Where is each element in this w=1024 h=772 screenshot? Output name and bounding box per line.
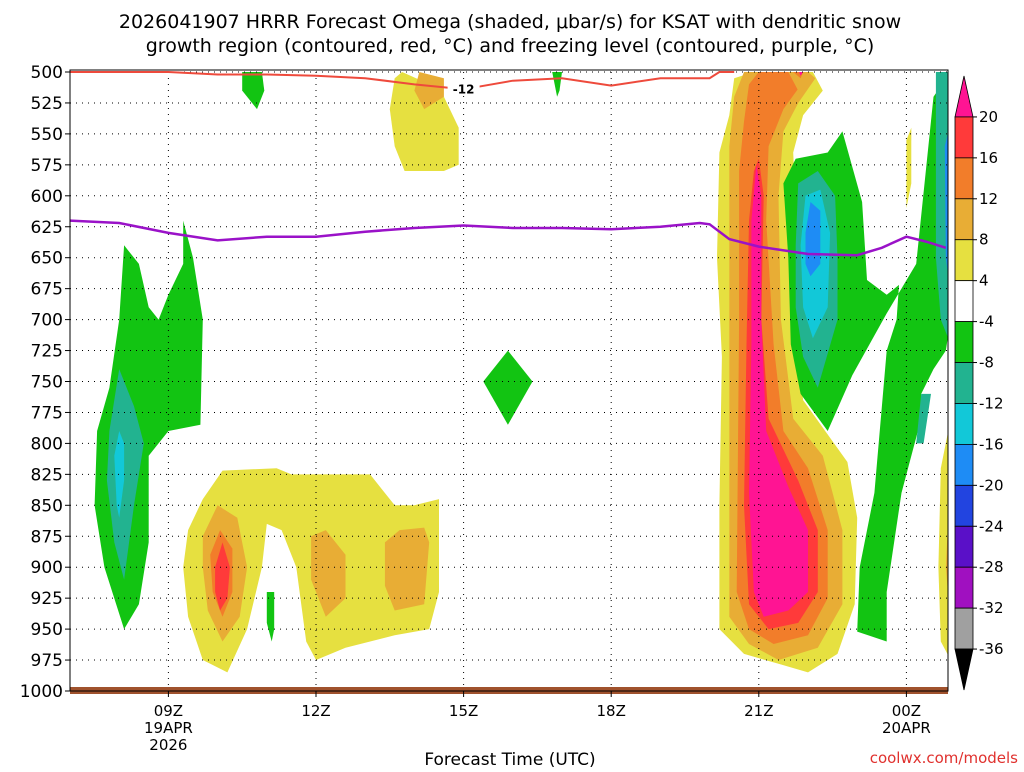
y-tick-label: 1000 (20, 682, 63, 702)
colorbar-swatch (954, 321, 974, 363)
y-tick-label: 725 (31, 342, 63, 362)
colorbar-label: 12 (979, 190, 998, 208)
colorbar-label: -4 (979, 313, 994, 331)
x-tick-year: 2026 (149, 736, 187, 754)
colorbar-label: -28 (979, 558, 1004, 576)
omega-region-7 (483, 350, 533, 425)
colorbar-label: -20 (979, 476, 1004, 494)
omega-region-33 (945, 522, 948, 593)
colorbar-swatch (954, 607, 974, 650)
omega-region-30 (948, 171, 951, 295)
y-tick-label: 625 (31, 218, 63, 238)
omega-region-6 (114, 431, 125, 518)
colorbar-label: -8 (979, 354, 994, 372)
colorbar-label: -24 (979, 517, 1004, 535)
omega-region-29 (944, 132, 948, 275)
y-tick-label: 975 (31, 651, 63, 671)
colorbar-swatch (954, 525, 974, 568)
y-tick-label: 775 (31, 403, 63, 423)
x-axis-label: Forecast Time (UTC) (424, 750, 595, 768)
y-tick-label: 700 (31, 311, 63, 331)
x-tick-label: 18Z (597, 702, 626, 720)
y-tick-label: 550 (31, 125, 63, 145)
colorbar-swatch (954, 403, 974, 445)
omega-shading (94, 72, 951, 673)
y-tick-label: 675 (31, 280, 63, 300)
y-axis: 500 525 550 575 600 625 650 675 700 725 750 775 800 8… (20, 63, 70, 702)
x-tick-date: 20APR (882, 719, 931, 737)
omega-region-2 (242, 72, 265, 110)
x-tick-label: 15Z (449, 702, 478, 720)
omega-region-27 (916, 393, 931, 444)
omega-region-13 (311, 530, 346, 617)
plot-frame (69, 69, 949, 692)
omega-region-5 (106, 369, 144, 580)
y-tick-label: 600 (31, 187, 63, 207)
colorbar-swatch (954, 157, 974, 200)
y-tick-label: 500 (31, 63, 63, 83)
y-tick-label: 950 (31, 620, 63, 640)
dgz-contour-label: -12 (453, 82, 475, 96)
omega-region-31 (906, 127, 912, 209)
y-tick-label: 900 (31, 558, 63, 578)
gridlines (70, 71, 948, 692)
colorbar-label: 20 (979, 108, 998, 126)
x-tick-label: 00Z (892, 702, 921, 720)
colorbar-swatch (954, 239, 974, 282)
y-tick-label: 575 (31, 156, 63, 176)
y-tick-label: 850 (31, 496, 63, 516)
colorbar-label: 16 (979, 149, 998, 167)
omega-region-26 (805, 202, 821, 277)
omega-region-28 (935, 72, 948, 338)
omega-region-14 (384, 527, 430, 611)
colorbar-swatch (954, 443, 974, 486)
colorbar-label: -16 (979, 435, 1004, 453)
colorbar-swatch (954, 566, 974, 609)
freezing-level-line (70, 219, 947, 257)
colorbar: 20 16 12 8 4 -4 -8 -12 -16 -20 -24 -28 -32 -36 (954, 75, 1004, 691)
colorbar-label: -36 (979, 640, 1004, 658)
omega-region-20 (788, 72, 808, 91)
y-tick-label: 750 (31, 373, 63, 393)
y-tick-label: 825 (31, 465, 63, 485)
colorbar-swatch (954, 198, 974, 241)
omega-region-1 (414, 72, 444, 110)
colorbar-label: 8 (979, 231, 989, 249)
y-tick-label: 875 (31, 527, 63, 547)
omega-region-32 (938, 432, 948, 655)
x-tick-label: 09Z (154, 702, 183, 720)
x-tick-date: 19APR (144, 719, 193, 737)
x-tick-label: 21Z (744, 702, 773, 720)
colorbar-swatch (954, 648, 974, 691)
colorbar-swatch (954, 484, 974, 527)
colorbar-label: -32 (979, 599, 1004, 617)
chart-title-line-1: 2026041907 HRRR Forecast Omega (shaded, … (119, 11, 901, 33)
y-tick-label: 800 (31, 434, 63, 454)
contours: -12 (70, 71, 947, 257)
colorbar-swatch (954, 280, 974, 322)
y-tick-label: 525 (31, 94, 63, 114)
colorbar-swatch (954, 116, 974, 159)
omega-region-12 (215, 542, 230, 611)
credit-text: coolwx.com/models (870, 749, 1018, 767)
omega-region-22 (799, 72, 804, 76)
colorbar-label: 4 (979, 272, 989, 290)
dgz-contour-line (70, 71, 735, 91)
dgz-label-bg (447, 81, 480, 96)
x-tick-label: 12Z (301, 702, 330, 720)
omega-region-19 (749, 164, 808, 617)
colorbar-swatch (954, 75, 974, 118)
colorbar-swatch (954, 362, 974, 404)
y-tick-label: 650 (31, 249, 63, 269)
colorbar-label: -12 (979, 394, 1004, 412)
chart-title-line-2: growth region (contoured, red, °C) and f… (146, 35, 875, 57)
y-tick-label: 925 (31, 589, 63, 609)
